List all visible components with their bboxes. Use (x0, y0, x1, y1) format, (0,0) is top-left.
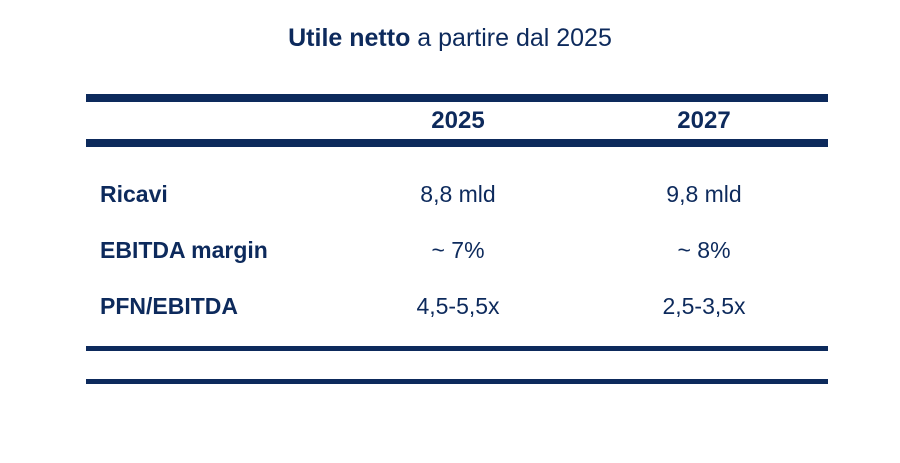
cell-ebitda-margin-2027: ~ 8% (677, 237, 731, 263)
cell-ricavi-2027: 9,8 mld (666, 181, 742, 207)
column-header-2025: 2025 (431, 107, 485, 134)
column-header-2027: 2027 (677, 107, 731, 134)
page-title: Utile netto a partire dal 2025 (0, 20, 900, 56)
table-header-rule (86, 139, 828, 147)
table-top-rule (86, 94, 828, 102)
row-label-pfn-ebitda: PFN/EBITDA (100, 293, 238, 319)
title-bold: Utile netto (288, 24, 411, 52)
cell-ebitda-margin-2025: ~ 7% (431, 237, 485, 263)
row-label-ebitda-margin: EBITDA margin (100, 237, 268, 263)
table-footer-rule (86, 379, 828, 384)
cell-ricavi-2025: 8,8 mld (420, 181, 496, 207)
cell-pfn-ebitda-2025: 4,5-5,5x (416, 293, 500, 319)
table-bottom-rule (86, 346, 828, 351)
title-rest: a partire dal 2025 (410, 24, 612, 52)
cell-pfn-ebitda-2027: 2,5-3,5x (662, 293, 746, 319)
row-label-ricavi: Ricavi (100, 181, 168, 207)
